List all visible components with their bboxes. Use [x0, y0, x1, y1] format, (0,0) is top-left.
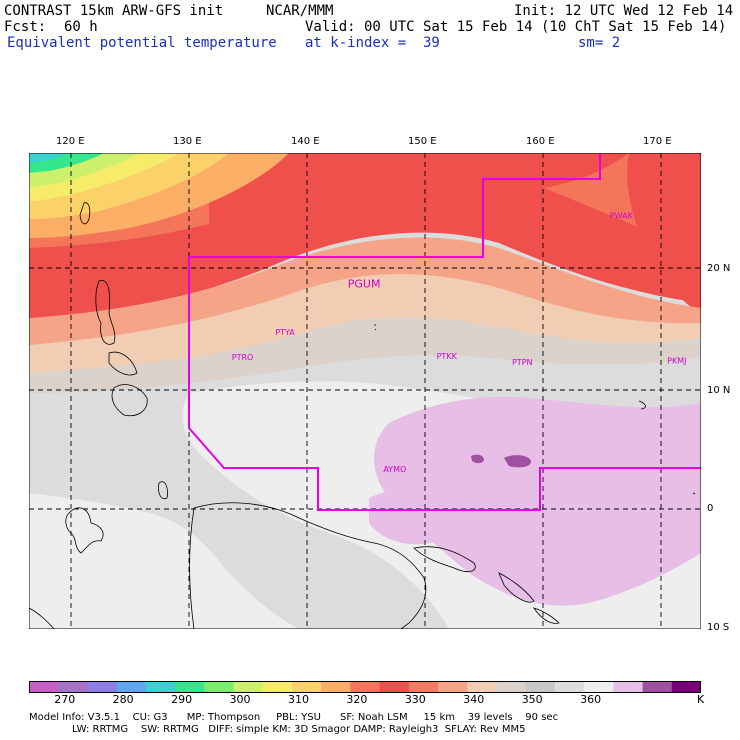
valid-time: Valid: 00 UTC Sat 15 Feb 14 (10 ChT Sat …	[305, 19, 727, 35]
colorbar-swatch	[350, 681, 381, 693]
colorbar-swatch	[233, 681, 264, 693]
colorbar-tick-label: 270	[54, 693, 76, 706]
band-360-south	[29, 493, 299, 629]
mindanao-coast	[111, 384, 148, 417]
lat-label-20n: 20 N	[707, 263, 731, 274]
colorbar-swatch	[87, 681, 118, 693]
colorbar-swatch	[58, 681, 88, 693]
lon-label-150: 150 E	[408, 136, 437, 147]
colorbar-swatch	[262, 681, 293, 693]
small-isles	[29, 324, 696, 629]
taiwan-coast	[79, 202, 91, 225]
band-370-b	[471, 454, 484, 464]
halmahera-coast	[158, 481, 168, 500]
band-370	[504, 455, 532, 468]
forecast-label: Fcst:	[4, 19, 47, 35]
lon-label-130: 130 E	[173, 136, 202, 147]
colorbar-swatch	[467, 681, 497, 693]
colorbar-tick-label: 310	[287, 693, 309, 706]
band-365-b	[369, 490, 453, 545]
lat-label-0: 0	[707, 503, 714, 514]
lat-label-10n: 10 N	[707, 385, 731, 396]
lon-label-160: 160 E	[526, 136, 555, 147]
colorbar-swatch	[29, 681, 59, 693]
station-ptpn: PTPN	[512, 358, 533, 367]
colorbar-swatch	[379, 681, 410, 693]
colorbar-frame	[29, 681, 701, 693]
init-time: Init: 12 UTC Wed 12 Feb 14	[514, 3, 734, 19]
colorbar	[29, 681, 701, 693]
forecast-hour: 60 h	[64, 19, 98, 35]
colorbar-swatch	[116, 681, 147, 693]
lat-label-10s: 10 S	[707, 622, 730, 633]
level-info: at k-index = 39	[305, 35, 440, 51]
colorbar-swatch	[671, 681, 701, 693]
colorbar-swatch	[525, 681, 556, 693]
colorbar-swatch	[438, 681, 468, 693]
colorbar-tick-label: 340	[463, 693, 485, 706]
colorbar-unit: K	[697, 693, 705, 706]
colorbar-swatch	[408, 681, 439, 693]
solomon-coast	[498, 572, 535, 603]
field-name: Equivalent potential temperature	[7, 35, 277, 51]
lon-label-120: 120 E	[56, 136, 85, 147]
station-labels: PWAK PGUM PTYA PTRO PTKK PTPN PKMJ AYMO	[232, 211, 687, 473]
model-title: CONTRAST 15km ARW-GFS init	[4, 3, 224, 19]
model-info-line2: LW: RRTMG SW: RRTMG DIFF: simple KM: 3D …	[72, 724, 526, 735]
band-280	[29, 153, 69, 163]
colorbar-swatch	[642, 681, 673, 693]
band-east-red	[627, 153, 701, 313]
station-aymo: AYMO	[383, 465, 406, 474]
institution: NCAR/MMM	[266, 3, 334, 19]
colorbar-swatch	[291, 681, 322, 693]
colorbar-tick-label: 350	[521, 693, 543, 706]
smoothing-info: sm= 2	[578, 35, 621, 51]
visayas-coast	[108, 351, 138, 376]
colorbar-swatch	[584, 681, 614, 693]
station-pgum: PGUM	[348, 277, 381, 290]
new-guinea-coast	[189, 502, 427, 629]
station-ptkk: PTKK	[437, 352, 458, 361]
colorbar-swatch	[204, 681, 235, 693]
coastlines	[29, 202, 696, 629]
colorbar-tick-label: 360	[580, 693, 602, 706]
colorbar-tick-label: 290	[171, 693, 193, 706]
sulawesi-coast	[65, 507, 104, 554]
colorbar-tick-label: 330	[404, 693, 426, 706]
luzon-coast	[95, 280, 116, 345]
station-ptro: PTRO	[232, 353, 254, 362]
theta-e-map: PWAK PGUM PTYA PTRO PTKK PTPN PKMJ AYMO	[29, 153, 701, 629]
colorbar-tick-label: 320	[346, 693, 368, 706]
station-pkmj: PKMJ	[667, 357, 686, 366]
bismarck-coast	[413, 546, 476, 573]
colorbar-swatch	[145, 681, 176, 693]
colorbar-tick-label: 280	[112, 693, 134, 706]
station-ptya: PTYA	[275, 328, 295, 337]
band-350	[29, 316, 701, 393]
lon-label-140: 140 E	[291, 136, 320, 147]
colorbar-swatch	[496, 681, 527, 693]
lon-label-170: 170 E	[643, 136, 672, 147]
colorbar-swatch	[613, 681, 644, 693]
colorbar-swatch	[321, 681, 351, 693]
solomon-coast-b	[533, 607, 560, 624]
colorbar-swatch	[554, 681, 585, 693]
colorbar-tick-label: 300	[229, 693, 251, 706]
region-boundary	[188, 153, 701, 511]
station-pwak: PWAK	[610, 211, 634, 220]
band-330-top	[209, 153, 629, 225]
model-info-line1: Model Info: V3.5.1 CU: G3 MP: Thompson P…	[29, 712, 559, 723]
band-light-peach	[29, 274, 701, 375]
colorbar-swatch	[175, 681, 205, 693]
